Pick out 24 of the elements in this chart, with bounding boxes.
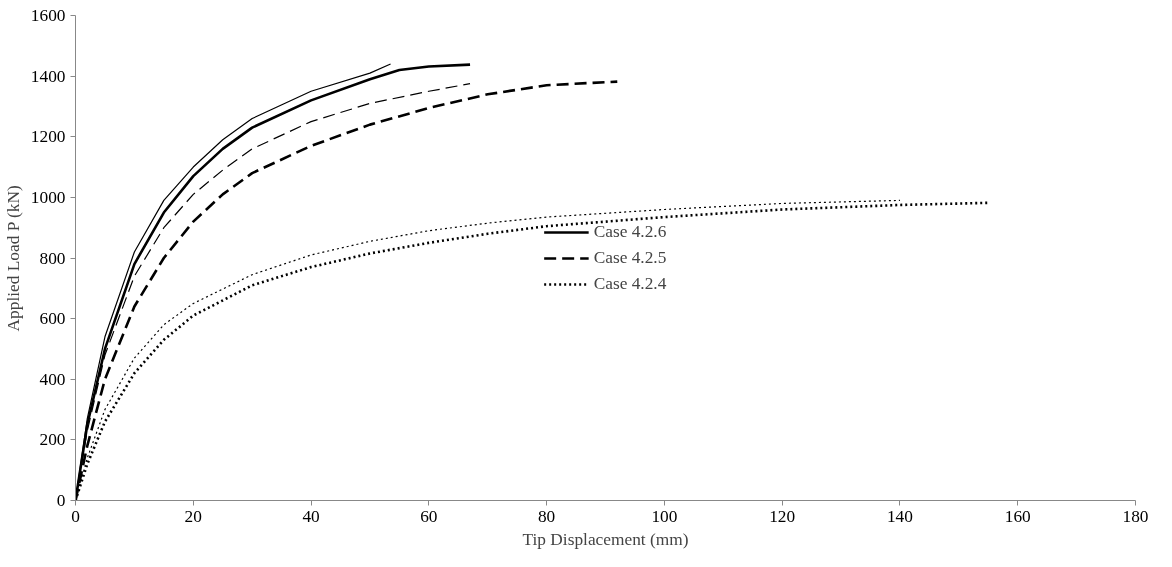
x-tick-label: 40 — [302, 506, 320, 526]
x-tick-label: 20 — [184, 506, 202, 526]
x-tick-label: 120 — [769, 506, 796, 526]
y-tick-label: 600 — [39, 309, 66, 329]
x-tick-label: 140 — [886, 506, 913, 526]
y-tick-label: 1000 — [30, 187, 66, 207]
y-axis-title: Applied Load P (kN) — [3, 185, 23, 332]
x-tick-label: 180 — [1122, 506, 1149, 526]
legend-label: Case 4.2.5 — [593, 247, 667, 268]
x-tick-label: 80 — [537, 506, 556, 526]
x-axis-title: Tip Displacement (mm) — [522, 529, 689, 549]
y-tick-label: 1600 — [30, 6, 66, 25]
x-tick-label: 160 — [1004, 506, 1031, 526]
y-tick-label: 200 — [39, 430, 66, 450]
x-tick-label: 100 — [651, 506, 678, 526]
y-tick-label: 1400 — [30, 66, 66, 86]
legend-label: Case 4.2.6 — [593, 221, 667, 242]
x-tick-label: 0 — [71, 506, 80, 526]
legend-label: Case 4.2.4 — [593, 273, 667, 294]
y-tick-label: 1200 — [30, 127, 66, 147]
x-tick-label: 60 — [420, 506, 438, 526]
y-tick-label: 400 — [39, 369, 66, 389]
y-tick-label: 0 — [56, 491, 66, 510]
y-tick-label: 800 — [39, 248, 66, 268]
